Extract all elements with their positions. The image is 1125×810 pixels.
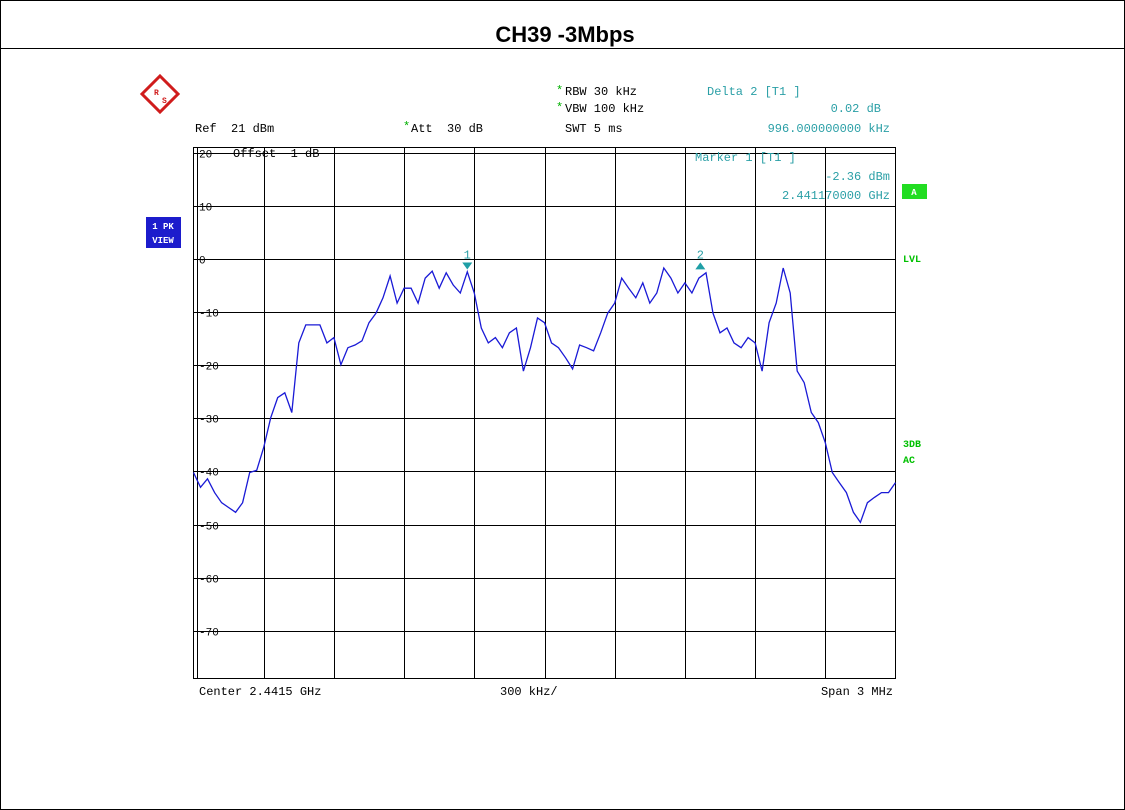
ac: AC (903, 456, 915, 467)
plot (193, 147, 896, 679)
vbw: VBW 100 kHz (565, 102, 644, 116)
y-tick-label: -30 (199, 415, 219, 427)
logo-s: S (162, 97, 167, 106)
ref-level: Ref 21 dBm (195, 122, 274, 136)
a-label: A (911, 188, 917, 198)
delta-title: Delta 2 [T1 ] (707, 85, 801, 99)
attenuation: Att 30 dB (411, 122, 483, 136)
trace-badge (146, 217, 181, 248)
delta-level: 0.02 dB (831, 102, 881, 116)
marker-title: Marker 1 [T1 ] (695, 151, 796, 165)
y-tick-label: 20 (199, 150, 212, 162)
logo-r: R (154, 89, 159, 98)
marker-label: 2 (697, 248, 704, 262)
y-tick-label: -70 (199, 628, 219, 640)
marker-freq: 2.441170000 GHz (782, 189, 890, 203)
offset: Offset 1 dB (233, 147, 319, 161)
marker-level: -2.36 dBm (825, 170, 890, 184)
trace-mode: VIEW (152, 236, 174, 246)
marker-label: 1 (464, 249, 471, 263)
delta-freq: 996.000000000 kHz (768, 122, 890, 136)
logo-diamond (139, 73, 181, 115)
title: CH39 -3Mbps (495, 22, 634, 47)
db3: 3DB (903, 440, 921, 451)
marker (695, 262, 706, 270)
logo: R S (139, 73, 181, 115)
y-tick-label: 0 (199, 256, 206, 268)
y-tick-label: -60 (199, 575, 219, 587)
y-tick-label: -50 (199, 522, 219, 534)
vbw-star: * (556, 101, 563, 115)
span: Span 3 MHz (821, 685, 893, 699)
marker (462, 262, 473, 270)
sweep-time: SWT 5 ms (565, 122, 623, 136)
y-tick-label: -20 (199, 362, 219, 374)
y-tick-label: -40 (199, 468, 219, 480)
plot-border (193, 147, 896, 679)
rbw: RBW 30 kHz (565, 85, 637, 99)
y-tick-label: -10 (199, 309, 219, 321)
center-freq: Center 2.4415 GHz (199, 685, 321, 699)
att-star: * (403, 120, 410, 134)
div-freq: 300 kHz/ (500, 685, 558, 699)
y-tick-label: 10 (199, 203, 212, 215)
rbw-star: * (556, 84, 563, 98)
trace-detector: 1 PK (152, 222, 174, 232)
lvl: LVL (903, 255, 921, 266)
a-badge (902, 184, 927, 199)
trace (192, 266, 897, 524)
